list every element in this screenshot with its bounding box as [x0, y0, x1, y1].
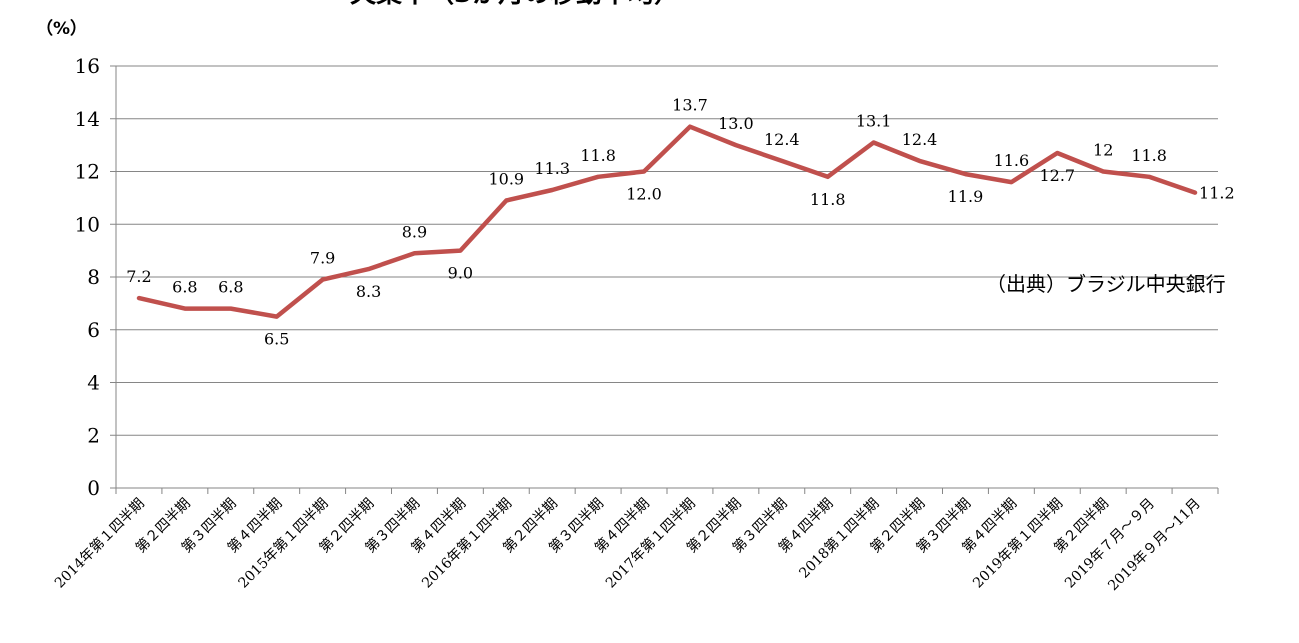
- y-axis-ticks: 0 2 4 6 8 10 12 14 16: [75, 54, 116, 500]
- y-tick-label: 0: [87, 476, 100, 500]
- x-tick-label: 2018第１四半期: [796, 495, 883, 582]
- x-tick-label: 2019年第１四半期: [970, 495, 1067, 592]
- data-label: 7.9: [310, 249, 335, 268]
- series-layer: [136, 124, 1198, 319]
- x-axis-ticks: 2014年第１四半期第２四半期第３四半期第４四半期2015年第１四半期第２四半期…: [51, 488, 1219, 595]
- data-label: 11.2: [1199, 184, 1235, 203]
- y-tick-label: 12: [75, 160, 100, 184]
- data-label: 11.9: [948, 187, 984, 206]
- data-label: 12: [1093, 141, 1113, 160]
- x-tick-label: 2017年第１四半期: [602, 495, 699, 592]
- y-tick-label: 16: [75, 54, 100, 78]
- series-line: [136, 124, 1198, 319]
- y-tick-label: 8: [87, 265, 100, 289]
- source-note: （出典）ブラジル中央銀行: [986, 272, 1226, 296]
- data-label: 12.0: [626, 185, 662, 204]
- x-tick-label: 2014年第１四半期: [51, 495, 148, 592]
- x-tick-label: 2019年９月～11月: [1105, 496, 1204, 595]
- data-label: 8.9: [402, 222, 427, 241]
- y-tick-label: 6: [87, 318, 100, 342]
- data-label: 12.4: [764, 130, 800, 149]
- y-tick-label: 2: [87, 423, 100, 447]
- data-label: 13.0: [718, 114, 754, 133]
- gridlines: [116, 65, 1218, 436]
- data-label: 11.8: [810, 190, 846, 209]
- data-labels: 7.2 6.8 6.8 6.5 7.9 8.3 8.9 9.0 10.9 11.3 11.8 12.0…: [126, 96, 1234, 349]
- y-tick-label: 4: [87, 371, 100, 395]
- data-label: 6.8: [172, 278, 197, 297]
- data-label: 11.8: [1131, 146, 1167, 165]
- data-label: 11.6: [994, 151, 1030, 170]
- data-label: 6.8: [218, 278, 243, 297]
- data-label: 7.2: [126, 267, 151, 286]
- y-tick-label: 10: [75, 212, 100, 236]
- data-label: 12.4: [902, 130, 938, 149]
- x-tick-label: 2016年第１四半期: [419, 495, 516, 592]
- y-axis-unit-label: （%）: [36, 18, 87, 39]
- data-label: 10.9: [488, 170, 524, 189]
- chart-title: 失業率（3か月の移動平均）: [350, 0, 680, 9]
- data-label: 11.8: [580, 146, 616, 165]
- data-label: 9.0: [448, 264, 473, 283]
- data-label: 6.5: [264, 330, 289, 349]
- data-label: 13.1: [856, 111, 892, 130]
- data-label: 11.3: [534, 159, 570, 178]
- y-tick-label: 14: [75, 107, 100, 131]
- data-label: 13.7: [672, 96, 708, 115]
- data-label: 12.7: [1039, 166, 1075, 185]
- data-label: 8.3: [356, 282, 381, 301]
- x-tick-label: 2015年第１四半期: [235, 495, 332, 592]
